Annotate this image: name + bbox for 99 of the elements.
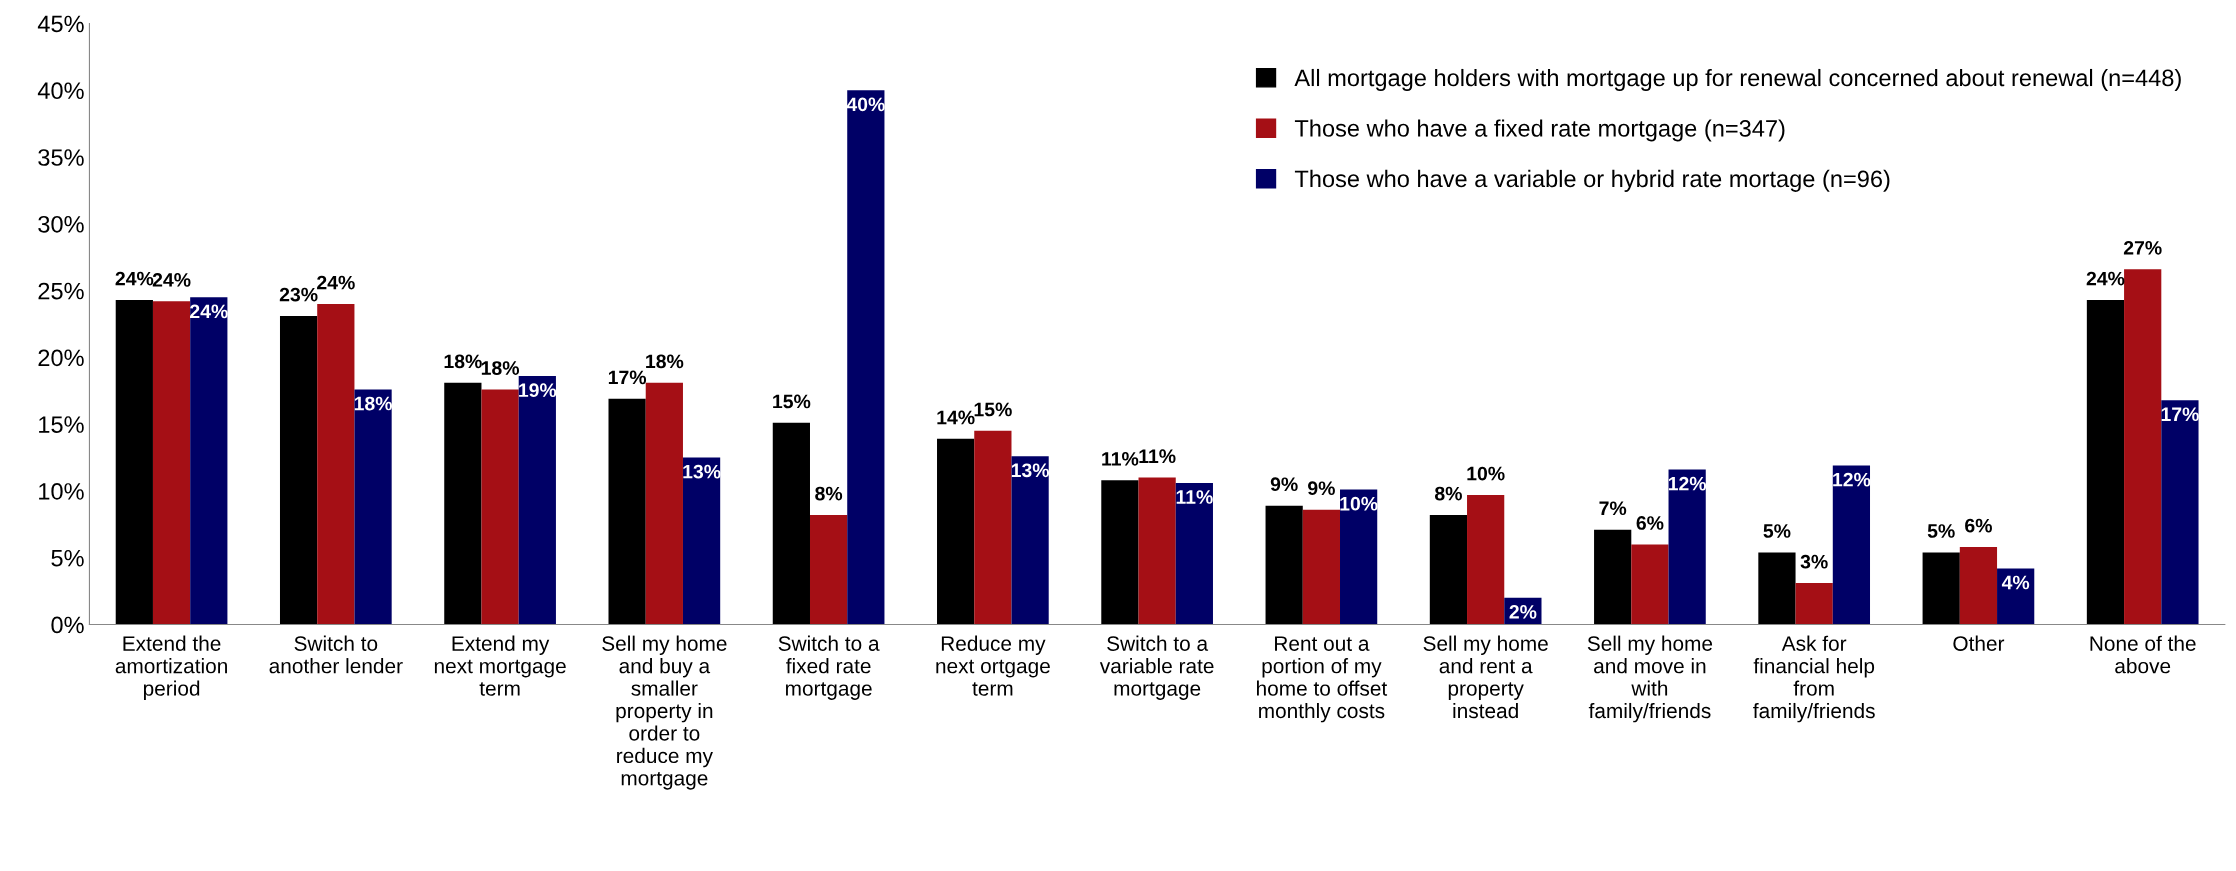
data-label: 2% [1509,604,1537,619]
bar [1922,552,1960,625]
bar [152,301,191,625]
data-label: 19% [519,383,557,398]
y-tick-label: 30% [38,215,84,233]
data-label: 24% [317,275,355,290]
x-tick-label: Sell my home and buy a smaller property in order to reduce my mortgage [602,635,727,790]
bar [190,297,228,625]
bar [1011,456,1049,625]
bar [1265,505,1303,625]
x-tick-label: Other [1953,635,2005,651]
data-label: 11% [1139,449,1176,464]
x-tick-label: Ask for financial help from family/friends [1753,635,1875,723]
data-label: 17% [608,370,647,385]
data-label: 23% [279,287,318,302]
x-tick-label: Reduce my next ortgage term [936,635,1050,696]
bar [682,457,721,625]
legend-label: Those who have a variable or hybrid rate mortage (n=96) [1294,169,1890,192]
bar [645,382,683,625]
data-label: 12% [1668,476,1707,491]
data-label: 15% [974,402,1012,417]
x-tick-label: Extend my next mortgage term [434,635,566,696]
data-label: 12% [1833,472,1871,487]
bar [1101,480,1139,625]
y-tick-label: 25% [38,282,84,300]
bar [974,430,1012,625]
data-label: 18% [481,361,520,375]
bar [481,389,519,625]
legend-label: Those who have a fixed rate mortgage (n=347) [1294,119,1785,142]
bar [2124,269,2162,625]
bar [1758,552,1796,625]
data-label: 6% [1636,516,1664,530]
y-tick-label: 45% [37,15,84,33]
data-label: 17% [2161,407,2199,422]
y-tick-label: 20% [38,349,84,367]
legend-label: All mortgage holders with mortgage up for renewal concerned about renewal (n=448) [1294,68,2181,91]
bar [1302,509,1341,625]
bar [317,303,355,625]
data-label: 4% [2001,575,2030,590]
data-label: 8% [1434,486,1462,501]
bar [2161,400,2199,625]
bar [1138,477,1176,625]
x-tick-label: Sell my home and rent a property instead [1423,635,1548,719]
bar [1795,583,1833,625]
data-label: 11% [1176,490,1213,504]
data-label: 8% [815,486,843,501]
data-label: 11% [1102,452,1139,466]
y-tick-label: 40% [37,82,84,100]
x-tick-label: Switch to another lender [269,635,403,674]
y-tick-label: 35% [38,149,84,166]
data-label: 18% [444,354,482,369]
x-tick-label: Rent out a portion of my home to offset monthly costs [1257,636,1388,723]
bar [1959,547,1998,625]
y-tick-label: 10% [39,483,84,500]
bar [1340,489,1378,625]
data-label: 7% [1599,501,1627,516]
data-label: 13% [1011,463,1050,478]
bar [444,382,482,625]
y-tick-label: 5% [51,549,84,567]
bar [279,316,318,625]
data-label: 6% [1965,518,1992,533]
data-label: 3% [1800,554,1828,569]
bar [115,299,153,625]
data-label: 10% [1467,466,1505,481]
data-label: 24% [115,271,154,286]
data-label: 18% [354,396,393,411]
data-label: 9% [1308,481,1335,496]
bar [1467,494,1505,625]
bar [608,398,646,625]
bar [809,514,848,625]
x-tick-label: Extend the amortization period [115,635,227,700]
data-label: 40% [846,97,885,112]
x-tick-label: Switch to a fixed rate mortgage [778,635,880,700]
bar [2086,299,2125,625]
x-tick-label: None of the above [2090,635,2196,674]
data-label: 5% [1763,524,1791,538]
data-label: 18% [646,354,684,369]
bar [1832,465,1871,625]
data-label: 27% [2123,240,2162,255]
x-tick-label: Sell my home and move in with family/friends [1587,635,1713,723]
bar [1997,568,2035,625]
bar [772,422,810,625]
data-label: 15% [773,394,811,409]
y-tick-label: 0% [51,616,84,634]
bar [354,389,392,625]
bar [937,438,975,625]
x-tick-label: Switch to a variable rate mortgage [1099,635,1214,700]
data-label: 5% [1927,524,1955,538]
bar [518,376,556,625]
bar [1175,482,1213,625]
bar [847,90,885,625]
bar [1429,514,1468,625]
bar [1668,469,1706,625]
y-tick-label: 15% [39,416,84,433]
data-label: 24% [152,273,191,287]
data-label: 14% [937,410,975,425]
bar [1631,544,1669,625]
bar [1594,529,1632,625]
data-label: 9% [1270,477,1298,492]
